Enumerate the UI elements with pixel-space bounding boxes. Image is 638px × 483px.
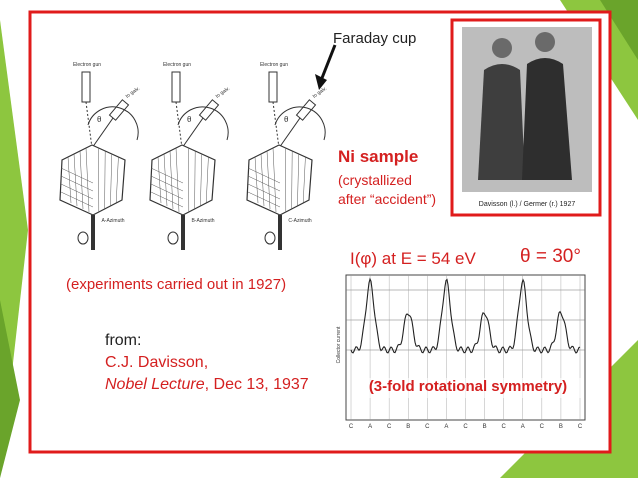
x-label: B — [406, 424, 410, 430]
photo-caption: Davisson (l.) / Germer (r.) 1927 — [479, 201, 576, 208]
gun-label: Electron gun — [163, 62, 191, 68]
knob — [265, 232, 275, 244]
x-label: B — [559, 424, 563, 430]
x-label: C — [349, 424, 354, 430]
photo-figure — [492, 38, 512, 58]
photo-figure — [478, 64, 525, 180]
y-axis-label: Collector current — [336, 326, 342, 363]
x-label: B — [483, 424, 487, 430]
x-label: C — [463, 424, 468, 430]
knob — [78, 232, 88, 244]
x-label: C — [578, 424, 583, 430]
azimuth-label: A-Azimuth — [101, 218, 124, 224]
gun — [269, 72, 277, 102]
lecture-title: Nobel Lecture — [105, 376, 205, 393]
source-author: C.J. Davisson, — [105, 354, 208, 371]
angle-label: θ — [97, 115, 102, 124]
x-label: C — [501, 424, 506, 430]
callout: Faraday cup — [333, 30, 416, 47]
azimuth-label: C-Azimuth — [288, 218, 312, 224]
plot-title: I(φ) at E = 54 eV — [350, 249, 476, 268]
plot-angle: θ = 30° — [520, 246, 581, 267]
photo-figure — [535, 32, 555, 52]
symmetry-note: (3-fold rotational symmetry) — [369, 378, 567, 395]
gun — [82, 72, 90, 102]
gun — [172, 72, 180, 102]
lecture-date: , Dec 13, 1937 — [205, 376, 309, 393]
x-label: C — [387, 424, 392, 430]
gun-label: Electron gun — [73, 62, 101, 68]
experiments-note: (experiments carried out in 1927) — [66, 276, 286, 293]
x-label: A — [444, 424, 448, 430]
angle-label: θ — [187, 115, 192, 124]
sample-note: (crystallized — [338, 172, 412, 188]
x-label: C — [425, 424, 430, 430]
source-from: from: — [105, 332, 141, 349]
source-lecture: Nobel Lecture, Dec 13, 1937 — [105, 376, 309, 393]
x-label: A — [521, 424, 525, 430]
gun-label: Electron gun — [260, 62, 288, 68]
angle-label: θ — [284, 115, 289, 124]
x-label: A — [368, 424, 372, 430]
sample-title: Ni sample — [338, 147, 418, 166]
x-label: C — [540, 424, 545, 430]
sample-note: after “accident”) — [338, 191, 436, 207]
knob — [168, 232, 178, 244]
azimuth-label: B-Azimuth — [191, 218, 214, 224]
